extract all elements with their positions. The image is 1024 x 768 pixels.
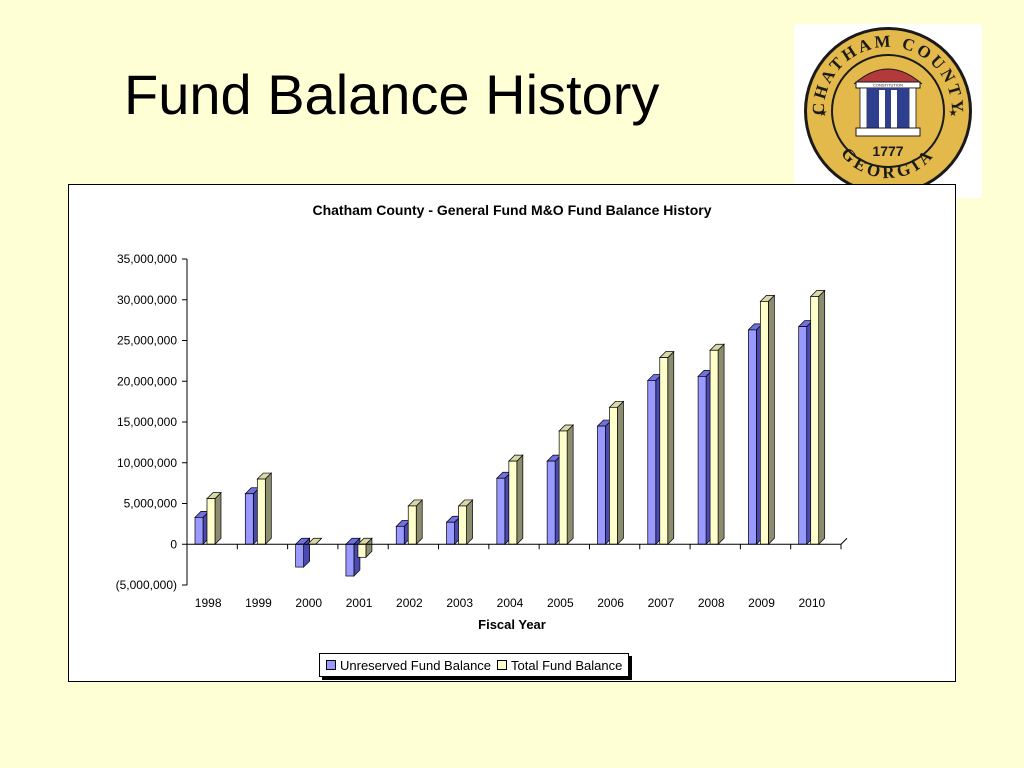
bar-side [768,294,775,546]
bar-front [647,380,657,545]
x-tick-label: 2002 [396,596,423,610]
bar-total-fund-balance [759,294,776,546]
bar-side [516,454,524,546]
bar-front [244,493,254,545]
bar-front [748,329,757,545]
bar-total-fund-balance [608,400,625,546]
bar-side [264,472,272,546]
y-tick-label: 5,000,000 [124,497,178,511]
bar-side [667,350,675,546]
x-axis-title: Fiscal Year [478,617,546,632]
legend-swatch-total [497,660,508,670]
x-tick-label: 2008 [698,596,725,610]
bar-front [206,498,216,545]
chatham-county-seal: CHATHAM COUNTY GEORGIA ★ ★ CONSTITUTION … [794,24,982,198]
bar-front [597,425,606,545]
x-tick-label: 2007 [648,596,675,610]
bar-front [546,460,556,545]
bar-front [194,517,204,545]
bar-total-fund-balance [709,343,725,546]
bar-unreserved-fund-balance [294,537,311,568]
bar-side [214,491,222,546]
bar-total-fund-balance [206,491,222,546]
bar-side [617,400,624,546]
bar-front [659,357,669,545]
bar-total-fund-balance [508,454,524,546]
bar-front [357,543,367,558]
bar-total-fund-balance [407,499,424,546]
x-tick-label: 2004 [497,596,524,610]
chart-title: Chatham County - General Fund M&O Fund B… [312,202,711,218]
bar-side [717,343,725,546]
x-tick-label: 2003 [446,596,473,610]
bar-total-fund-balance [256,472,273,546]
bar-front [446,521,455,545]
legend-item-unreserved: Unreserved Fund Balance [326,658,491,673]
bar-chart: Chatham County - General Fund M&O Fund B… [116,202,848,632]
y-tick-label: 0 [170,537,177,551]
y-tick-label: 35,000,000 [117,252,177,266]
x-tick-label: 2000 [295,596,322,610]
bar-front [810,296,820,545]
bar-front [458,505,467,545]
bar-front [256,478,266,545]
bar-total-fund-balance [809,289,826,546]
y-tick-label: 10,000,000 [117,456,177,470]
x-tick-label: 1999 [245,596,272,610]
x-tick-label: 1998 [195,596,222,610]
chart-legend: Unreserved Fund Balance Total Fund Balan… [319,653,630,677]
bar-front [697,376,707,545]
y-tick-label: 25,000,000 [117,334,177,348]
legend-label: Total Fund Balance [511,657,623,673]
x-axis-depth-line [840,537,848,545]
bar-front [508,460,518,545]
bar-total-fund-balance [658,350,675,546]
svg-text:★: ★ [949,108,958,119]
legend-label: Unreserved Fund Balance [340,657,492,673]
bar-front [395,525,405,545]
bar-front [407,505,417,545]
x-tick-label: 2001 [346,596,373,610]
bar-front [760,301,769,545]
svg-text:1777: 1777 [872,143,903,159]
bar-front [709,349,719,545]
y-tick-label: 30,000,000 [117,293,177,307]
x-tick-label: 2006 [597,596,624,610]
legend-swatch-unreserved [326,660,336,670]
chart-panel: Chatham County - General Fund M&O Fund B… [68,184,956,682]
bar-front [496,477,506,545]
bar-total-fund-balance [558,424,574,546]
slide-title: Fund Balance History [124,63,660,126]
x-tick-label: 2005 [547,596,574,610]
bar-side [566,424,574,546]
x-tick-label: 2009 [748,596,775,610]
bar-front [558,430,568,545]
svg-text:★: ★ [819,108,828,119]
bar-side [818,289,826,546]
legend-item-total: Total Fund Balance [497,658,622,673]
svg-text:CONSTITUTION: CONSTITUTION [873,83,903,88]
seal-logo-icon: CHATHAM COUNTY GEORGIA ★ ★ CONSTITUTION … [804,27,972,195]
bar-front [345,543,355,577]
bar-total-fund-balance [457,499,474,546]
y-tick-label: 20,000,000 [117,374,177,388]
x-tick-label: 2010 [798,596,825,610]
bar-side [466,499,473,546]
bar-side [415,499,423,546]
y-tick-label: 15,000,000 [117,415,177,429]
y-tick-label: (5,000,000) [116,578,177,592]
bar-front [295,543,304,568]
bar-front [609,406,618,545]
bar-front [798,326,808,545]
